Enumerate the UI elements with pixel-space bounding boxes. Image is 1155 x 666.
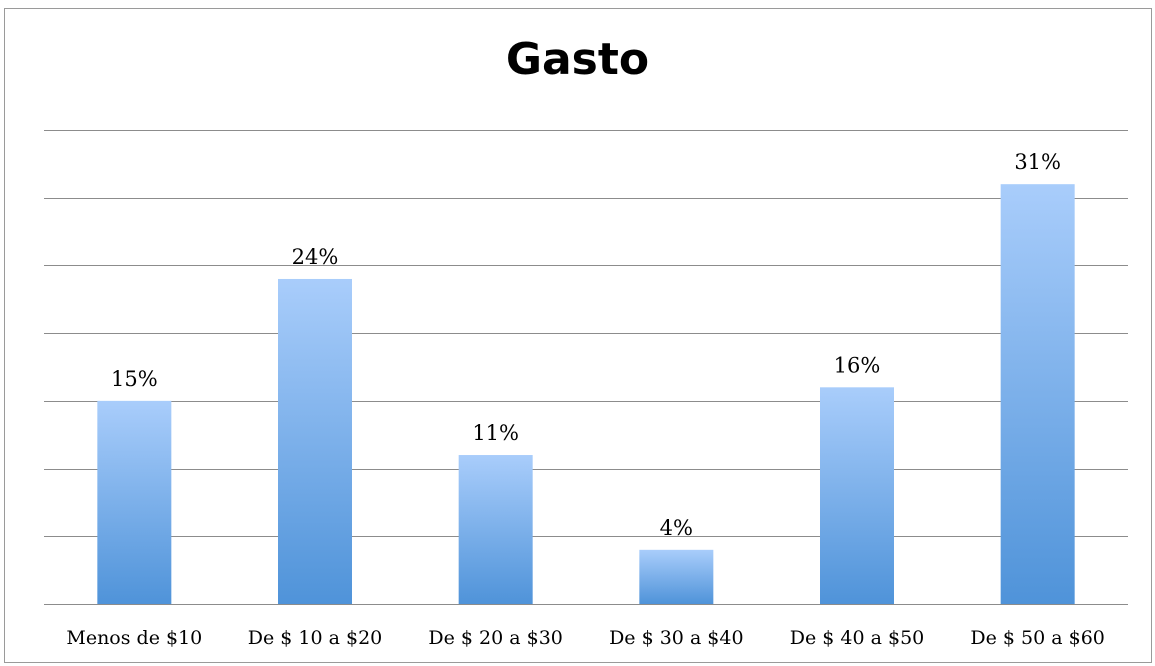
bar-value-label: 11% (472, 421, 519, 445)
chart-title: Gasto (505, 34, 650, 85)
data-labels: 15% 24% 11% 4% 16% 31% (111, 150, 1061, 540)
bar-value-label: 15% (111, 367, 158, 391)
chart-frame (4, 8, 1152, 663)
category-label: De $ 10 a $20 (248, 627, 383, 649)
bar-value-label: 16% (834, 353, 881, 377)
bar (458, 455, 533, 604)
bar (97, 400, 172, 604)
bar (1000, 184, 1075, 604)
category-label: De $ 40 a $50 (790, 627, 925, 649)
bar-value-label: 24% (292, 245, 339, 269)
bar (639, 549, 714, 604)
bar (820, 387, 894, 604)
bar-value-label: 31% (1014, 150, 1061, 174)
category-label: Menos de $10 (66, 627, 202, 649)
category-label: De $ 20 a $30 (428, 627, 563, 649)
category-label: De $ 50 a $60 (970, 627, 1105, 649)
bar-value-label: 4% (660, 516, 693, 540)
gridlines (44, 130, 1128, 605)
category-label: De $ 30 a $40 (609, 627, 744, 649)
bars (97, 184, 1075, 604)
category-labels: Menos de $10 De $ 10 a $20 De $ 20 a $30 De… (66, 627, 1105, 649)
bar (278, 278, 352, 604)
